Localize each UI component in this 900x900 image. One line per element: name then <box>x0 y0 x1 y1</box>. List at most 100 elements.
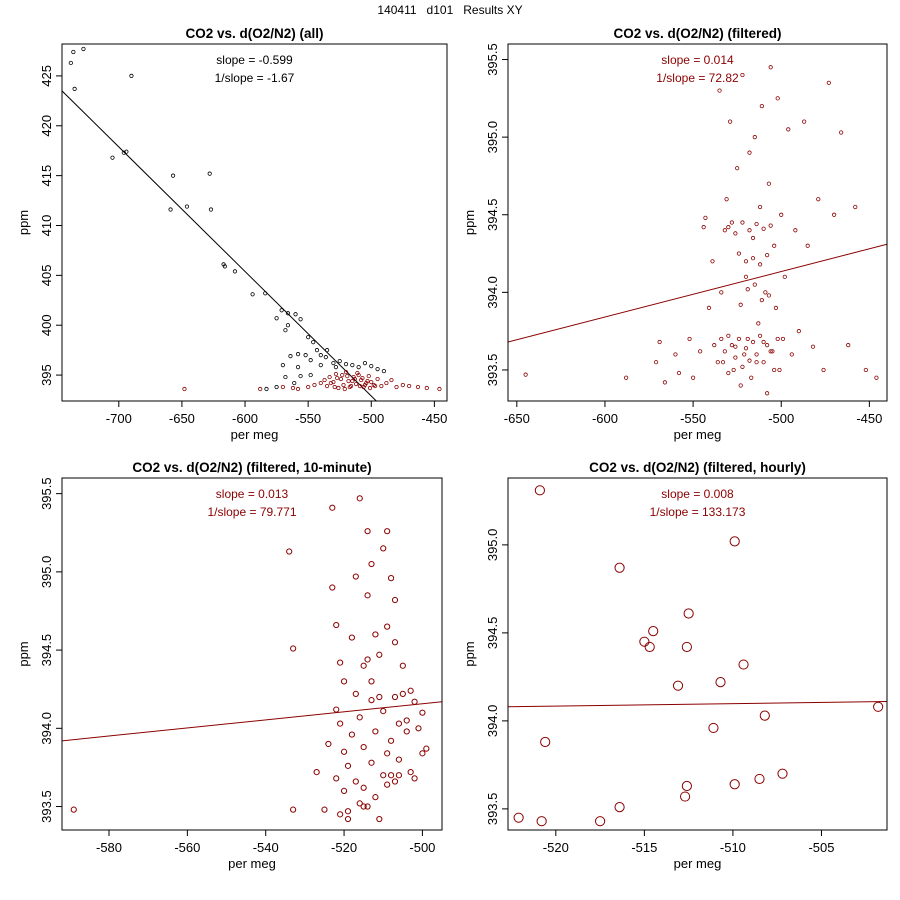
data-point <box>681 641 692 653</box>
data-point <box>763 290 768 295</box>
data-point <box>170 173 176 178</box>
data-point <box>768 65 773 70</box>
data-point <box>384 380 389 386</box>
data-point <box>853 204 858 210</box>
data-point <box>121 150 126 155</box>
data-point <box>372 728 379 735</box>
chart-panel-3: CO2 vs. d(O2/N2) (filtered, 10-minute) -5… <box>16 460 443 871</box>
data-point <box>368 560 375 568</box>
data-point <box>356 714 363 721</box>
data-point <box>757 333 763 338</box>
data-point <box>366 373 371 379</box>
data-point <box>728 119 733 124</box>
chart-title: CO2 vs. d(O2/N2) (filtered, hourly) <box>589 460 806 475</box>
data-point <box>863 367 868 373</box>
data-point <box>72 86 77 91</box>
data-point <box>391 693 399 701</box>
data-point <box>726 333 731 338</box>
data-point <box>337 811 344 818</box>
x-tick-label: -500 <box>768 411 794 426</box>
x-tick-label: -510 <box>720 840 746 855</box>
data-point <box>411 698 418 705</box>
data-point <box>395 756 403 763</box>
data-point <box>290 385 296 391</box>
annotation: slope = 0.014 <box>661 53 734 67</box>
data-point <box>283 374 288 380</box>
x-tick-label: -450 <box>856 411 882 426</box>
data-point <box>772 367 777 373</box>
data-point <box>263 291 268 296</box>
data-point <box>681 780 692 792</box>
data-point <box>293 312 298 317</box>
data-point <box>274 384 279 390</box>
data-point <box>321 806 328 813</box>
data-point <box>754 352 759 357</box>
data-point <box>729 343 734 348</box>
data-point <box>415 384 421 390</box>
plot-frame <box>507 477 888 831</box>
data-point <box>624 375 629 380</box>
annotation: slope = -0.599 <box>216 53 293 67</box>
data-point <box>345 373 350 379</box>
x-tick-label: -515 <box>631 840 657 855</box>
data-point <box>756 321 761 326</box>
data-point <box>274 316 279 321</box>
x-tick-label: -650 <box>504 411 530 426</box>
y-tick-label: 394.0 <box>485 276 500 309</box>
data-point <box>740 220 745 225</box>
data-point <box>318 380 323 386</box>
data-point <box>423 745 430 752</box>
data-point <box>745 287 750 292</box>
data-point <box>736 251 742 256</box>
plot-frame <box>61 43 448 402</box>
data-point <box>70 806 77 813</box>
y-tick-label: 395.0 <box>39 556 54 589</box>
y-tick-label: 400 <box>39 314 54 336</box>
data-point <box>750 235 756 241</box>
data-point <box>738 302 743 307</box>
data-point <box>372 631 379 638</box>
data-point <box>329 584 336 591</box>
data-point <box>775 96 780 101</box>
chart-title: CO2 vs. d(O2/N2) (filtered, 10-minute) <box>132 460 371 475</box>
data-point <box>750 339 756 345</box>
data-point <box>765 252 770 258</box>
data-point <box>731 367 736 373</box>
data-point <box>662 380 667 385</box>
data-point <box>327 374 332 380</box>
data-point <box>733 231 738 236</box>
data-point <box>348 634 355 641</box>
data-point <box>306 335 311 340</box>
chart-panel-4: CO2 vs. d(O2/N2) (filtered, hourly) -520 -… <box>462 460 888 871</box>
data-point <box>360 375 365 381</box>
chart-title: CO2 vs. d(O2/N2) (all) <box>185 26 323 41</box>
data-point <box>298 317 303 322</box>
y-tick-label: 405 <box>39 265 54 287</box>
fit-line <box>508 243 887 343</box>
data-point <box>290 645 297 652</box>
data-point <box>733 355 738 360</box>
data-point <box>68 60 73 66</box>
data-point <box>782 274 787 279</box>
plot-frame <box>507 43 888 402</box>
chart-panel-1: CO2 vs. d(O2/N2) (all) -700 -650 -600 -550 -5… <box>16 26 448 442</box>
data-point <box>411 775 418 782</box>
data-point <box>399 690 406 697</box>
data-point <box>110 155 115 160</box>
data-point <box>348 731 355 738</box>
data-point <box>735 166 740 171</box>
data-point <box>729 220 734 225</box>
data-point <box>761 360 766 365</box>
y-tick-label: 420 <box>39 115 54 137</box>
x-axis-label: per meg <box>674 856 722 871</box>
data-point <box>648 626 659 637</box>
data-point <box>355 370 360 376</box>
data-point <box>343 362 349 367</box>
data-point <box>360 743 367 751</box>
data-point <box>736 336 742 342</box>
data-point <box>332 384 337 390</box>
data-point <box>810 344 816 349</box>
data-point <box>368 697 375 704</box>
data-point <box>683 608 694 619</box>
